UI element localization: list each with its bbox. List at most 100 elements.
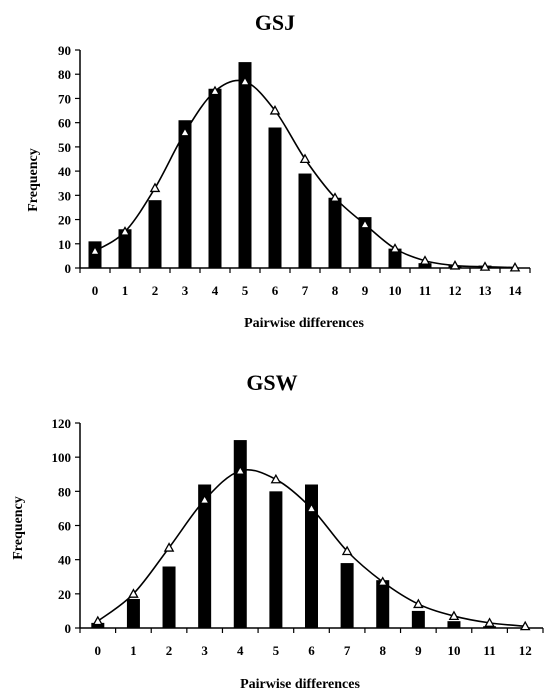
x-axis-label: Pairwise differences: [240, 677, 360, 692]
y-tick-label: 70: [58, 91, 71, 106]
y-tick-label: 120: [52, 416, 72, 431]
line-point: [119, 226, 131, 236]
bar: [447, 621, 461, 628]
bar: [268, 127, 282, 268]
bar: [178, 120, 192, 268]
x-tick-label: 2: [152, 283, 159, 298]
y-tick-label: 20: [58, 587, 71, 602]
line-point: [389, 243, 401, 253]
y-tick-label: 40: [58, 553, 71, 568]
x-tick-label: 1: [122, 283, 129, 298]
bar: [208, 88, 222, 268]
line-point: [89, 245, 101, 256]
line-point: [92, 615, 104, 626]
chart-gsj: GSJ Frequency Pairwise differences 01020…: [26, 10, 531, 331]
y-tick-label: 90: [58, 43, 71, 58]
bar: [162, 566, 176, 628]
line-point: [306, 502, 317, 513]
line-point: [128, 588, 139, 598]
x-tick-label: 6: [308, 643, 315, 658]
line-point: [377, 576, 389, 586]
bar: [198, 484, 212, 628]
bar: [411, 610, 425, 628]
bar: [126, 598, 140, 628]
line-point: [519, 620, 531, 631]
line-point: [149, 182, 161, 193]
x-tick-label: 0: [92, 283, 99, 298]
x-tick-label: 7: [302, 283, 309, 298]
line-point: [239, 75, 251, 86]
bar: [388, 248, 402, 268]
x-tick-label: 12: [519, 643, 532, 658]
bar: [328, 197, 342, 268]
y-tick-label: 80: [58, 484, 71, 499]
x-tick-label: 8: [379, 643, 386, 658]
line-point: [199, 494, 210, 504]
line-point: [341, 545, 353, 556]
x-tick-label: 9: [415, 643, 422, 658]
y-tick-label: 50: [58, 140, 71, 155]
bar: [91, 622, 105, 628]
bar: [118, 229, 132, 268]
x-tick-label: 1: [130, 643, 137, 658]
line-point: [179, 126, 191, 137]
x-tick-label: 2: [166, 643, 173, 658]
chart-gsw: GSW Frequency Pairwise differences 02040…: [11, 370, 544, 692]
line-point: [359, 218, 371, 229]
line-point: [299, 153, 311, 164]
x-tick-label: 7: [344, 643, 351, 658]
x-tick-label: 3: [182, 283, 189, 298]
x-tick-label: 14: [509, 283, 523, 298]
line-point: [448, 610, 460, 621]
y-axis-label: Frequency: [11, 496, 26, 560]
y-tick-label: 60: [58, 519, 71, 534]
y-tick-label: 10: [58, 237, 71, 252]
line-point: [419, 255, 431, 265]
bar: [238, 62, 252, 268]
line-point: [484, 617, 495, 627]
line-point: [329, 192, 341, 202]
y-tick-label: 20: [58, 213, 71, 228]
y-tick-label: 40: [58, 164, 71, 179]
x-tick-label: 5: [273, 643, 280, 658]
line-point: [209, 85, 221, 96]
x-tick-label: 13: [479, 283, 493, 298]
x-tick-label: 10: [389, 283, 402, 298]
chart-title: GSJ: [255, 10, 295, 35]
x-tick-label: 10: [447, 643, 460, 658]
bar: [298, 173, 312, 268]
bar: [358, 217, 372, 268]
line-point: [270, 473, 282, 484]
y-tick-label: 60: [58, 116, 71, 131]
x-tick-label: 11: [483, 643, 495, 658]
x-tick-label: 4: [237, 643, 244, 658]
y-tick-label: 80: [58, 67, 71, 82]
line-point: [163, 542, 175, 552]
x-tick-label: 8: [332, 283, 339, 298]
x-tick-label: 5: [242, 283, 249, 298]
bar: [483, 626, 497, 628]
x-tick-label: 6: [272, 283, 279, 298]
y-tick-label: 30: [58, 188, 71, 203]
x-tick-label: 12: [449, 283, 462, 298]
chart-title: GSW: [246, 370, 297, 395]
y-axis-label: Frequency: [26, 148, 41, 212]
bar: [233, 440, 247, 628]
line-point: [479, 261, 491, 271]
bar: [269, 491, 283, 628]
bar: [340, 563, 354, 628]
line-point: [509, 261, 521, 272]
y-tick-label: 100: [52, 450, 72, 465]
line-point: [269, 105, 281, 115]
bar: [305, 484, 318, 628]
y-tick-label: 0: [65, 621, 72, 636]
x-tick-label: 3: [201, 643, 208, 658]
y-tick-label: 0: [65, 261, 72, 276]
x-tick-label: 0: [95, 643, 102, 658]
x-tick-label: 11: [419, 283, 431, 298]
line-point: [413, 598, 424, 609]
bar: [418, 263, 432, 268]
x-tick-label: 4: [212, 283, 219, 298]
